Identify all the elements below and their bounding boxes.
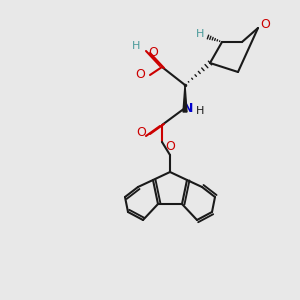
- Text: O: O: [135, 68, 145, 82]
- Text: H: H: [196, 106, 204, 116]
- Text: H: H: [132, 41, 140, 51]
- Polygon shape: [183, 85, 187, 112]
- Text: O: O: [260, 19, 270, 32]
- Text: O: O: [165, 140, 175, 152]
- Text: N: N: [183, 101, 193, 115]
- Text: O: O: [136, 127, 146, 140]
- Text: O: O: [148, 46, 158, 59]
- Text: H: H: [196, 29, 204, 39]
